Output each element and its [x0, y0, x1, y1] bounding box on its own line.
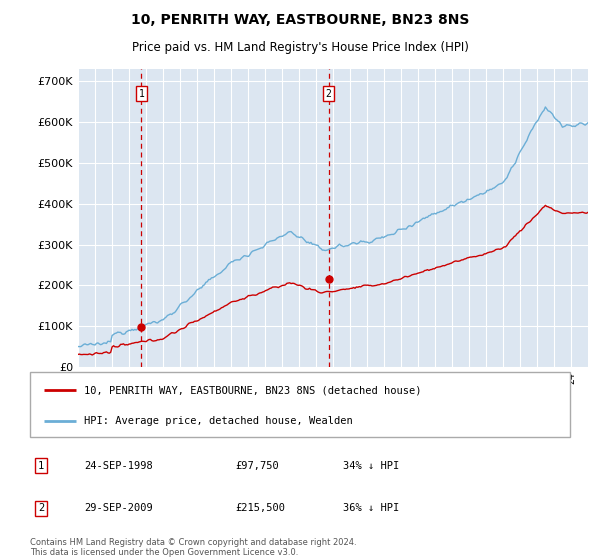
Text: 34% ↓ HPI: 34% ↓ HPI: [343, 461, 400, 471]
Text: £215,500: £215,500: [235, 503, 285, 514]
Text: 1: 1: [139, 88, 145, 99]
FancyBboxPatch shape: [30, 372, 570, 437]
Text: 1: 1: [38, 461, 44, 471]
Text: 10, PENRITH WAY, EASTBOURNE, BN23 8NS: 10, PENRITH WAY, EASTBOURNE, BN23 8NS: [131, 13, 469, 27]
Text: Contains HM Land Registry data © Crown copyright and database right 2024.
This d: Contains HM Land Registry data © Crown c…: [30, 538, 356, 557]
Text: 2: 2: [326, 88, 332, 99]
Text: 29-SEP-2009: 29-SEP-2009: [84, 503, 153, 514]
Text: HPI: Average price, detached house, Wealden: HPI: Average price, detached house, Weal…: [84, 416, 353, 426]
Text: £97,750: £97,750: [235, 461, 279, 471]
Text: 36% ↓ HPI: 36% ↓ HPI: [343, 503, 400, 514]
Text: 10, PENRITH WAY, EASTBOURNE, BN23 8NS (detached house): 10, PENRITH WAY, EASTBOURNE, BN23 8NS (d…: [84, 385, 421, 395]
Text: 2: 2: [38, 503, 44, 514]
Text: 24-SEP-1998: 24-SEP-1998: [84, 461, 153, 471]
Text: Price paid vs. HM Land Registry's House Price Index (HPI): Price paid vs. HM Land Registry's House …: [131, 40, 469, 54]
